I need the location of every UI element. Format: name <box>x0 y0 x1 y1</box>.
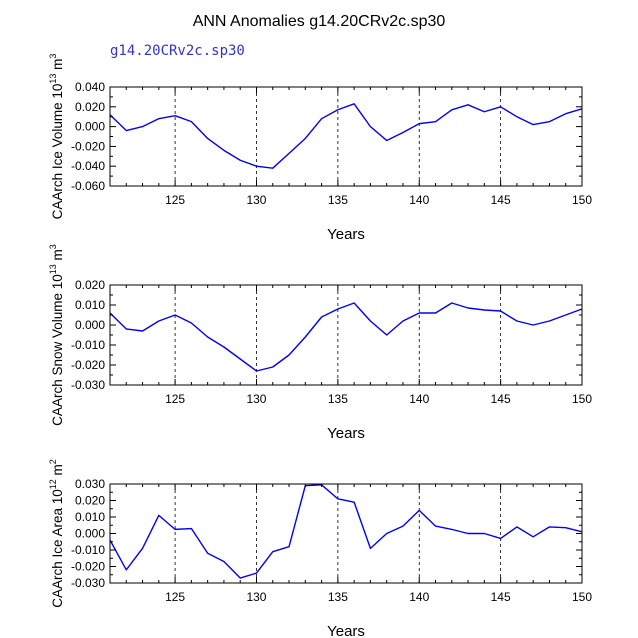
y-tick-label: 0.000 <box>75 120 105 134</box>
x-tick-label: 135 <box>328 392 348 406</box>
x-tick-label: 130 <box>246 193 266 207</box>
panels: 125 130 135 140 145 150 -0.060 -0.040 -0.020 0.00… <box>48 54 592 638</box>
y-tick-label: 0.020 <box>75 278 105 292</box>
series-line-ice-area <box>109 484 583 579</box>
y-tick-label: -0.020 <box>71 139 105 153</box>
panel-ice-area: 125 130 135 140 145 150 -0.030 -0.020 -0.010 0.00… <box>48 459 592 638</box>
x-tick-label: 150 <box>572 193 592 207</box>
y-tick-label: 0.040 <box>75 80 105 94</box>
y-tick-label: -0.060 <box>71 179 105 193</box>
y-tick-label: -0.010 <box>71 543 105 557</box>
x-tick-label: 145 <box>491 392 511 406</box>
y-tick-label: -0.020 <box>71 358 105 372</box>
x-tick-label: 130 <box>246 590 266 604</box>
y-tick-label: -0.010 <box>71 338 105 352</box>
x-tick-label: 140 <box>409 392 429 406</box>
x-tick-label: 150 <box>572 392 592 406</box>
x-tick-label: 125 <box>165 193 185 207</box>
plot-frame <box>109 483 583 584</box>
x-tick-label: 130 <box>246 392 266 406</box>
x-tick-label: 135 <box>328 590 348 604</box>
x-tick-label: 140 <box>409 590 429 604</box>
y-tick-label: 0.000 <box>75 527 105 541</box>
x-tick-label: 140 <box>409 193 429 207</box>
series-line-ice-volume <box>109 103 583 169</box>
x-tick-label: 135 <box>328 193 348 207</box>
y-tick-label: -0.020 <box>71 560 105 574</box>
x-axis-label: Years <box>327 226 365 243</box>
y-tick-label: -0.040 <box>71 159 105 173</box>
y-tick-label: 0.010 <box>75 298 105 312</box>
x-axis-label: Years <box>327 425 365 442</box>
panel-ice-volume: 125 130 135 140 145 150 -0.060 -0.040 -0.020 0.00… <box>48 54 592 243</box>
series-line-snow-volume <box>109 302 583 372</box>
y-tick-label: 0.010 <box>75 510 105 524</box>
y-tick-label: 0.000 <box>75 318 105 332</box>
x-tick-label: 145 <box>491 193 511 207</box>
y-axis-label: CAArch Ice Area 1012 m2 <box>48 459 65 608</box>
y-axis-label: CAArch Snow Volume 1013 m3 <box>48 244 65 426</box>
plot-frame <box>109 284 583 386</box>
y-tick-label: 0.020 <box>75 100 105 114</box>
x-tick-label: 125 <box>165 590 185 604</box>
x-tick-label: 150 <box>572 590 592 604</box>
y-tick-label: 0.030 <box>75 477 105 491</box>
legend-label: g14.20CRv2c.sp30 <box>110 43 245 59</box>
x-axis-label: Years <box>327 623 365 638</box>
y-tick-label: 0.020 <box>75 494 105 508</box>
figure-title: ANN Anomalies g14.20CRv2c.sp30 <box>193 13 446 30</box>
y-tick-label: -0.030 <box>71 378 105 392</box>
x-tick-label: 145 <box>491 590 511 604</box>
panel-snow-volume: 125 130 135 140 145 150 -0.030 -0.020 -0.010 0.00… <box>48 244 592 442</box>
y-axis-label: CAArch Ice Volume 1013 m3 <box>48 54 65 220</box>
plot-frame <box>109 86 583 187</box>
y-tick-label: -0.030 <box>71 576 105 590</box>
x-tick-label: 125 <box>165 392 185 406</box>
